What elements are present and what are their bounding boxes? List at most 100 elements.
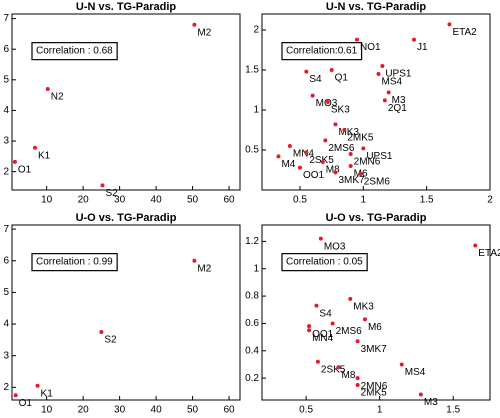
point-label: 2SM6 — [364, 177, 391, 188]
correlation-box — [281, 42, 363, 61]
point-label: 2SK5 — [321, 364, 346, 375]
data-point — [323, 138, 328, 143]
data-point — [330, 321, 335, 326]
data-point — [358, 172, 363, 176]
correlation-label: Correlation : 0.05 — [286, 257, 363, 268]
data-point — [342, 128, 347, 132]
point-label: ETA2 — [478, 248, 500, 259]
data-point — [192, 258, 197, 263]
point-label: O1 — [18, 164, 32, 175]
point-label: 2MS6 — [336, 326, 363, 337]
data-point — [192, 22, 197, 27]
data-point — [315, 359, 320, 364]
point-label: OO1 — [303, 170, 325, 181]
point-label: S2 — [104, 335, 117, 346]
data-point — [355, 382, 360, 387]
plot-frame — [11, 224, 241, 401]
plot-frame — [11, 13, 241, 191]
data-point — [386, 90, 391, 95]
point-label: 2MN6 — [354, 157, 381, 168]
data-point — [412, 37, 416, 42]
data-point — [348, 164, 353, 168]
x-tick-label: 40 — [151, 195, 163, 206]
y-tick-label: 1 — [253, 263, 259, 274]
point-label: MN4 — [312, 333, 334, 344]
x-tick-label: 60 — [223, 405, 235, 416]
point-label: O1 — [19, 398, 33, 409]
data-point — [13, 393, 18, 398]
data-point — [348, 296, 353, 301]
data-point — [376, 72, 381, 76]
correlation-box — [31, 253, 118, 272]
x-tick-label: 2 — [487, 195, 493, 206]
point-label: N2 — [51, 92, 64, 103]
data-point — [362, 317, 367, 322]
y-tick-label: 1.2 — [245, 236, 259, 247]
data-point — [333, 122, 338, 127]
data-point — [304, 150, 309, 155]
data-point — [380, 64, 385, 68]
x-tick-label: 0.5 — [299, 405, 313, 416]
y-tick-label: 2 — [3, 166, 9, 177]
point-label: NO1 — [360, 42, 381, 53]
x-tick-label: 60 — [223, 195, 235, 206]
x-tick-label: 20 — [78, 195, 90, 206]
point-label: S4 — [309, 74, 322, 85]
point-label: SK3 — [331, 105, 350, 116]
point-label: J1 — [417, 42, 428, 53]
data-point — [348, 152, 353, 156]
data-point — [100, 183, 105, 188]
correlation-label: Correlation : 0.68 — [36, 46, 113, 57]
point-label: K1 — [41, 388, 54, 399]
point-label: UPS1 — [366, 151, 393, 162]
y-tick-label: 5 — [3, 74, 9, 85]
y-tick-label: 2 — [3, 382, 9, 393]
data-point — [355, 339, 360, 344]
data-point — [276, 154, 281, 159]
point-label: MN4 — [293, 149, 315, 160]
data-point — [447, 22, 452, 27]
y-tick-label: 1 — [253, 105, 259, 116]
point-label: S4 — [319, 308, 332, 319]
point-label: M3 — [392, 95, 406, 106]
point-label: 3MK7 — [361, 344, 388, 355]
point-label: S2 — [105, 188, 118, 199]
correlation-box — [31, 42, 118, 61]
panel-title: U-O vs. TG-Paradip — [76, 212, 177, 224]
correlation-label: Correlation:0.61 — [286, 46, 358, 57]
data-point — [473, 243, 478, 248]
x-tick-label: 50 — [187, 405, 199, 416]
point-label: M8 — [326, 165, 340, 176]
x-tick-label: 1 — [361, 195, 367, 206]
plot-frame — [261, 13, 491, 191]
plot-frame — [261, 224, 491, 401]
y-tick-label: 1.5 — [245, 65, 259, 76]
y-tick-label: 0.5 — [245, 145, 259, 156]
data-point — [307, 328, 312, 333]
point-label: 2MS6 — [328, 143, 355, 154]
y-tick-label: 0.8 — [245, 291, 259, 302]
data-point — [399, 362, 404, 367]
y-tick-label: 7 — [3, 224, 9, 235]
data-point — [355, 376, 360, 381]
x-tick-label: 1 — [377, 405, 383, 416]
y-tick-label: 4 — [3, 105, 9, 116]
point-label: M6 — [368, 322, 382, 333]
point-label: MS4 — [405, 367, 426, 378]
data-point — [325, 100, 330, 104]
data-point — [298, 165, 302, 170]
data-point — [12, 159, 17, 164]
point-label: 2MK5 — [347, 133, 374, 144]
point-label: M2 — [197, 27, 211, 38]
data-point — [32, 145, 37, 150]
correlation-box — [281, 253, 368, 272]
data-point — [35, 383, 40, 388]
point-label: K1 — [38, 150, 51, 161]
point-label: M3 — [424, 397, 438, 408]
point-label: MO3 — [316, 98, 338, 109]
data-point — [318, 236, 323, 241]
x-tick-label: 1.5 — [446, 405, 460, 416]
x-tick-label: 50 — [187, 195, 199, 206]
x-tick-label: 30 — [114, 405, 126, 416]
point-label: M4 — [281, 159, 295, 170]
